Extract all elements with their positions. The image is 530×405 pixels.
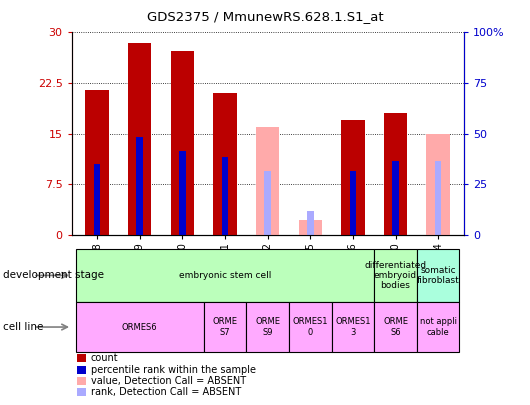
Bar: [256, 127, 279, 235]
Bar: [417, 249, 460, 302]
Bar: [341, 120, 365, 235]
Text: percentile rank within the sample: percentile rank within the sample: [91, 365, 255, 375]
Text: ORME
S7: ORME S7: [213, 318, 237, 337]
Bar: [435, 161, 441, 235]
Bar: [427, 134, 450, 235]
Text: ORME
S6: ORME S6: [383, 318, 408, 337]
Bar: [137, 137, 143, 235]
Text: differentiated
embryoid
bodies: differentiated embryoid bodies: [365, 260, 427, 290]
Bar: [128, 43, 152, 235]
Bar: [289, 302, 332, 352]
Bar: [374, 302, 417, 352]
Bar: [264, 171, 271, 235]
Bar: [94, 164, 100, 235]
Bar: [392, 161, 399, 235]
Bar: [179, 151, 186, 235]
Bar: [307, 211, 314, 235]
Bar: [76, 302, 204, 352]
Bar: [384, 113, 407, 235]
Text: GDS2375 / MmunewRS.628.1.S1_at: GDS2375 / MmunewRS.628.1.S1_at: [147, 10, 383, 23]
Text: value, Detection Call = ABSENT: value, Detection Call = ABSENT: [91, 376, 246, 386]
Text: not appli
cable: not appli cable: [420, 318, 457, 337]
Bar: [417, 302, 460, 352]
Bar: [298, 220, 322, 235]
Bar: [171, 51, 194, 235]
Bar: [246, 302, 289, 352]
Bar: [85, 90, 109, 235]
Bar: [204, 302, 246, 352]
Text: somatic
fibroblast: somatic fibroblast: [417, 266, 460, 285]
Text: ORMES1
3: ORMES1 3: [335, 318, 370, 337]
Bar: [213, 93, 237, 235]
Bar: [76, 249, 374, 302]
Text: ORMES6: ORMES6: [122, 322, 157, 332]
Bar: [350, 171, 356, 235]
Text: cell line: cell line: [3, 322, 43, 332]
Bar: [332, 302, 374, 352]
Text: count: count: [91, 354, 118, 363]
Text: ORME
S9: ORME S9: [255, 318, 280, 337]
Bar: [374, 249, 417, 302]
Bar: [222, 157, 228, 235]
Text: ORMES1
0: ORMES1 0: [293, 318, 328, 337]
Text: development stage: development stage: [3, 271, 104, 280]
Text: embryonic stem cell: embryonic stem cell: [179, 271, 271, 280]
Text: rank, Detection Call = ABSENT: rank, Detection Call = ABSENT: [91, 388, 241, 397]
